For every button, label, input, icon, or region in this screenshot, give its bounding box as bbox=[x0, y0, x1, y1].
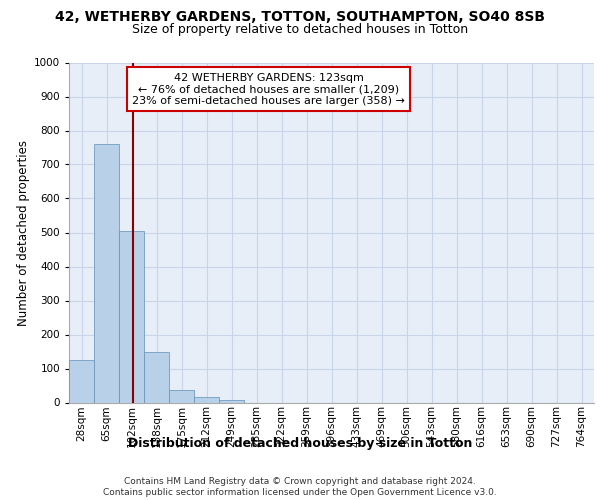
Bar bbox=[94, 144, 119, 403]
Text: 42 WETHERBY GARDENS: 123sqm
← 76% of detached houses are smaller (1,209)
23% of : 42 WETHERBY GARDENS: 123sqm ← 76% of det… bbox=[132, 72, 405, 106]
Bar bbox=[144, 352, 169, 403]
Bar bbox=[219, 400, 244, 402]
Text: Distribution of detached houses by size in Totton: Distribution of detached houses by size … bbox=[128, 438, 472, 450]
Text: 42, WETHERBY GARDENS, TOTTON, SOUTHAMPTON, SO40 8SB: 42, WETHERBY GARDENS, TOTTON, SOUTHAMPTO… bbox=[55, 10, 545, 24]
Bar bbox=[194, 398, 219, 402]
Text: Size of property relative to detached houses in Totton: Size of property relative to detached ho… bbox=[132, 22, 468, 36]
Text: Contains HM Land Registry data © Crown copyright and database right 2024.
Contai: Contains HM Land Registry data © Crown c… bbox=[103, 478, 497, 497]
Y-axis label: Number of detached properties: Number of detached properties bbox=[17, 140, 29, 326]
Bar bbox=[119, 231, 144, 402]
Bar bbox=[169, 390, 194, 402]
Bar bbox=[69, 360, 94, 403]
